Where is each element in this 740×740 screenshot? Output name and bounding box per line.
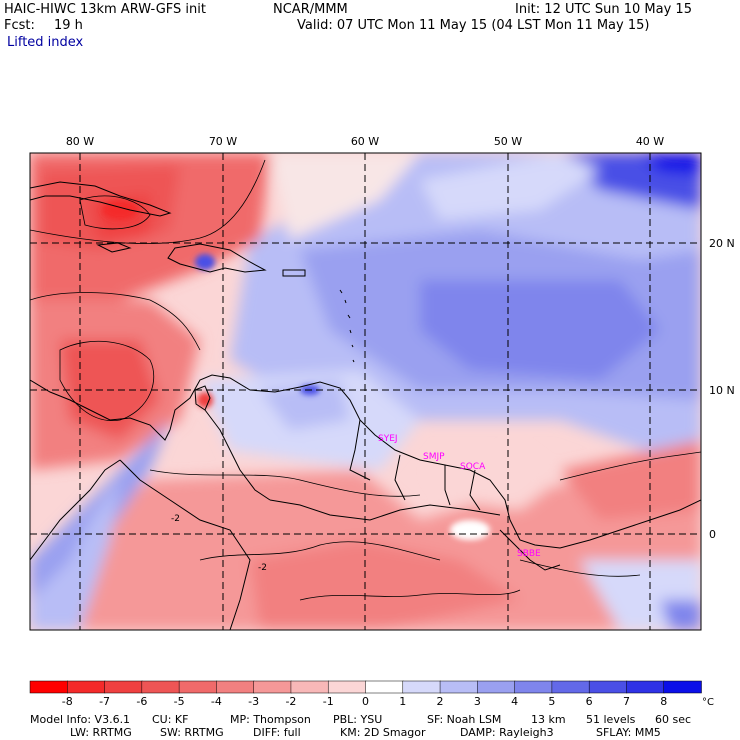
lon-label: 40 W xyxy=(636,135,664,148)
colorbar-tick-label: 3 xyxy=(474,695,481,708)
model-info: Model Info: V3.6.1 xyxy=(30,713,131,726)
lat-lon-grid xyxy=(30,153,701,630)
colorbar-tick-label: 2 xyxy=(437,695,444,708)
diffusion-option: DIFF: full xyxy=(253,726,301,739)
colorbar-swatch xyxy=(477,680,516,694)
lon-label: 70 W xyxy=(209,135,237,148)
longwave-scheme: LW: RRTMG xyxy=(70,726,132,739)
contour-lines xyxy=(30,159,701,601)
pbl-scheme: PBL: YSU xyxy=(333,713,383,726)
station-label: SYEJ xyxy=(378,434,398,444)
colorbar-tick-label: 0 xyxy=(362,695,369,708)
colorbar-tick-label: 5 xyxy=(548,695,555,708)
damping-option: DAMP: Rayleigh3 xyxy=(460,726,554,739)
latitude-labels: 20 N 10 N 0 xyxy=(709,237,735,541)
colorbar-tick-label: 6 xyxy=(586,695,593,708)
colorbar-unit: °C xyxy=(702,697,714,708)
surface-scheme: SF: Noah LSM xyxy=(427,713,502,726)
station-label: SOCA xyxy=(460,462,486,472)
colorbar-tick-label: -5 xyxy=(174,695,185,708)
eddy-coefficient-option: KM: 2D Smagor xyxy=(340,726,426,739)
model-title: HAIC-HIWC 13km ARW-GFS init xyxy=(4,2,206,17)
microphysics-scheme: MP: Thompson xyxy=(230,713,311,726)
valid-time: Valid: 07 UTC Mon 11 May 15 (04 LST Mon … xyxy=(297,18,650,33)
time-step: 60 sec xyxy=(655,713,692,726)
colorbar-swatch xyxy=(104,680,143,694)
colorbar-swatch xyxy=(253,680,292,694)
cumulus-scheme: CU: KF xyxy=(152,713,189,726)
colorbar-swatch xyxy=(663,680,702,694)
colorbar-tick-label: -2 xyxy=(285,695,296,708)
field-name: Lifted index xyxy=(7,35,84,50)
forecast-hour: 19 h xyxy=(54,18,83,33)
colorbar-swatch xyxy=(141,680,180,694)
station-labels: SYEJ SMJP SOCA SBBE xyxy=(378,434,541,559)
colorbar: -8 -7 -6 -5 -4 -3 -2 -1 0 1 2 3 4 5 6 7 8 °C xyxy=(29,680,714,708)
lat-label: 0 xyxy=(709,528,716,541)
coastlines xyxy=(30,181,701,630)
vertical-levels: 51 levels xyxy=(586,713,636,726)
organization-label: NCAR/MMM xyxy=(273,2,348,17)
contour-label: -2 xyxy=(258,563,267,573)
colorbar-swatch xyxy=(67,680,106,694)
init-time: Init: 12 UTC Sun 10 May 15 xyxy=(515,2,692,17)
colorbar-swatch xyxy=(178,680,218,694)
colorbar-tick-label: 7 xyxy=(623,695,630,708)
shortwave-scheme: SW: RRTMG xyxy=(160,726,224,739)
lon-label: 80 W xyxy=(66,135,94,148)
surface-layer-scheme: SFLAY: MM5 xyxy=(596,726,661,739)
contour-label: -2 xyxy=(171,514,180,524)
colorbar-swatch xyxy=(290,680,329,694)
map-frame xyxy=(29,152,702,631)
longitude-labels: 80 W 70 W 60 W 50 W 40 W xyxy=(66,135,664,148)
lon-label: 60 W xyxy=(351,135,379,148)
colorbar-swatch xyxy=(551,680,590,694)
colorbar-swatch xyxy=(626,680,665,694)
colorbar-tick-label: -3 xyxy=(248,695,259,708)
station-label: SMJP xyxy=(423,452,445,462)
colorbar-tick-label: -8 xyxy=(62,695,73,708)
station-label: SBBE xyxy=(517,549,541,559)
lat-label: 20 N xyxy=(709,237,735,250)
colorbar-tick-label: 8 xyxy=(660,695,667,708)
colorbar-swatch xyxy=(402,680,441,694)
grid-spacing: 13 km xyxy=(531,713,566,726)
colorbar-tick-label: -1 xyxy=(323,695,334,708)
colorbar-swatch xyxy=(514,680,553,694)
lat-label: 10 N xyxy=(709,384,735,397)
colorbar-tick-label: -6 xyxy=(136,695,147,708)
colorbar-tick-label: 4 xyxy=(511,695,518,708)
colorbar-swatch xyxy=(327,680,367,694)
colorbar-swatch xyxy=(588,680,628,694)
colorbar-swatch xyxy=(439,680,479,694)
colorbar-tick-label: -7 xyxy=(99,695,110,708)
colorbar-tick-label: -4 xyxy=(211,695,222,708)
colorbar-tick-label: 1 xyxy=(399,695,406,708)
colorbar-swatch xyxy=(29,680,69,694)
lon-label: 50 W xyxy=(494,135,522,148)
colorbar-swatch xyxy=(365,680,404,694)
contour-value-labels: -2 -2 xyxy=(171,514,267,573)
forecast-label: Fcst: xyxy=(4,18,35,33)
colorbar-swatch xyxy=(216,680,255,694)
